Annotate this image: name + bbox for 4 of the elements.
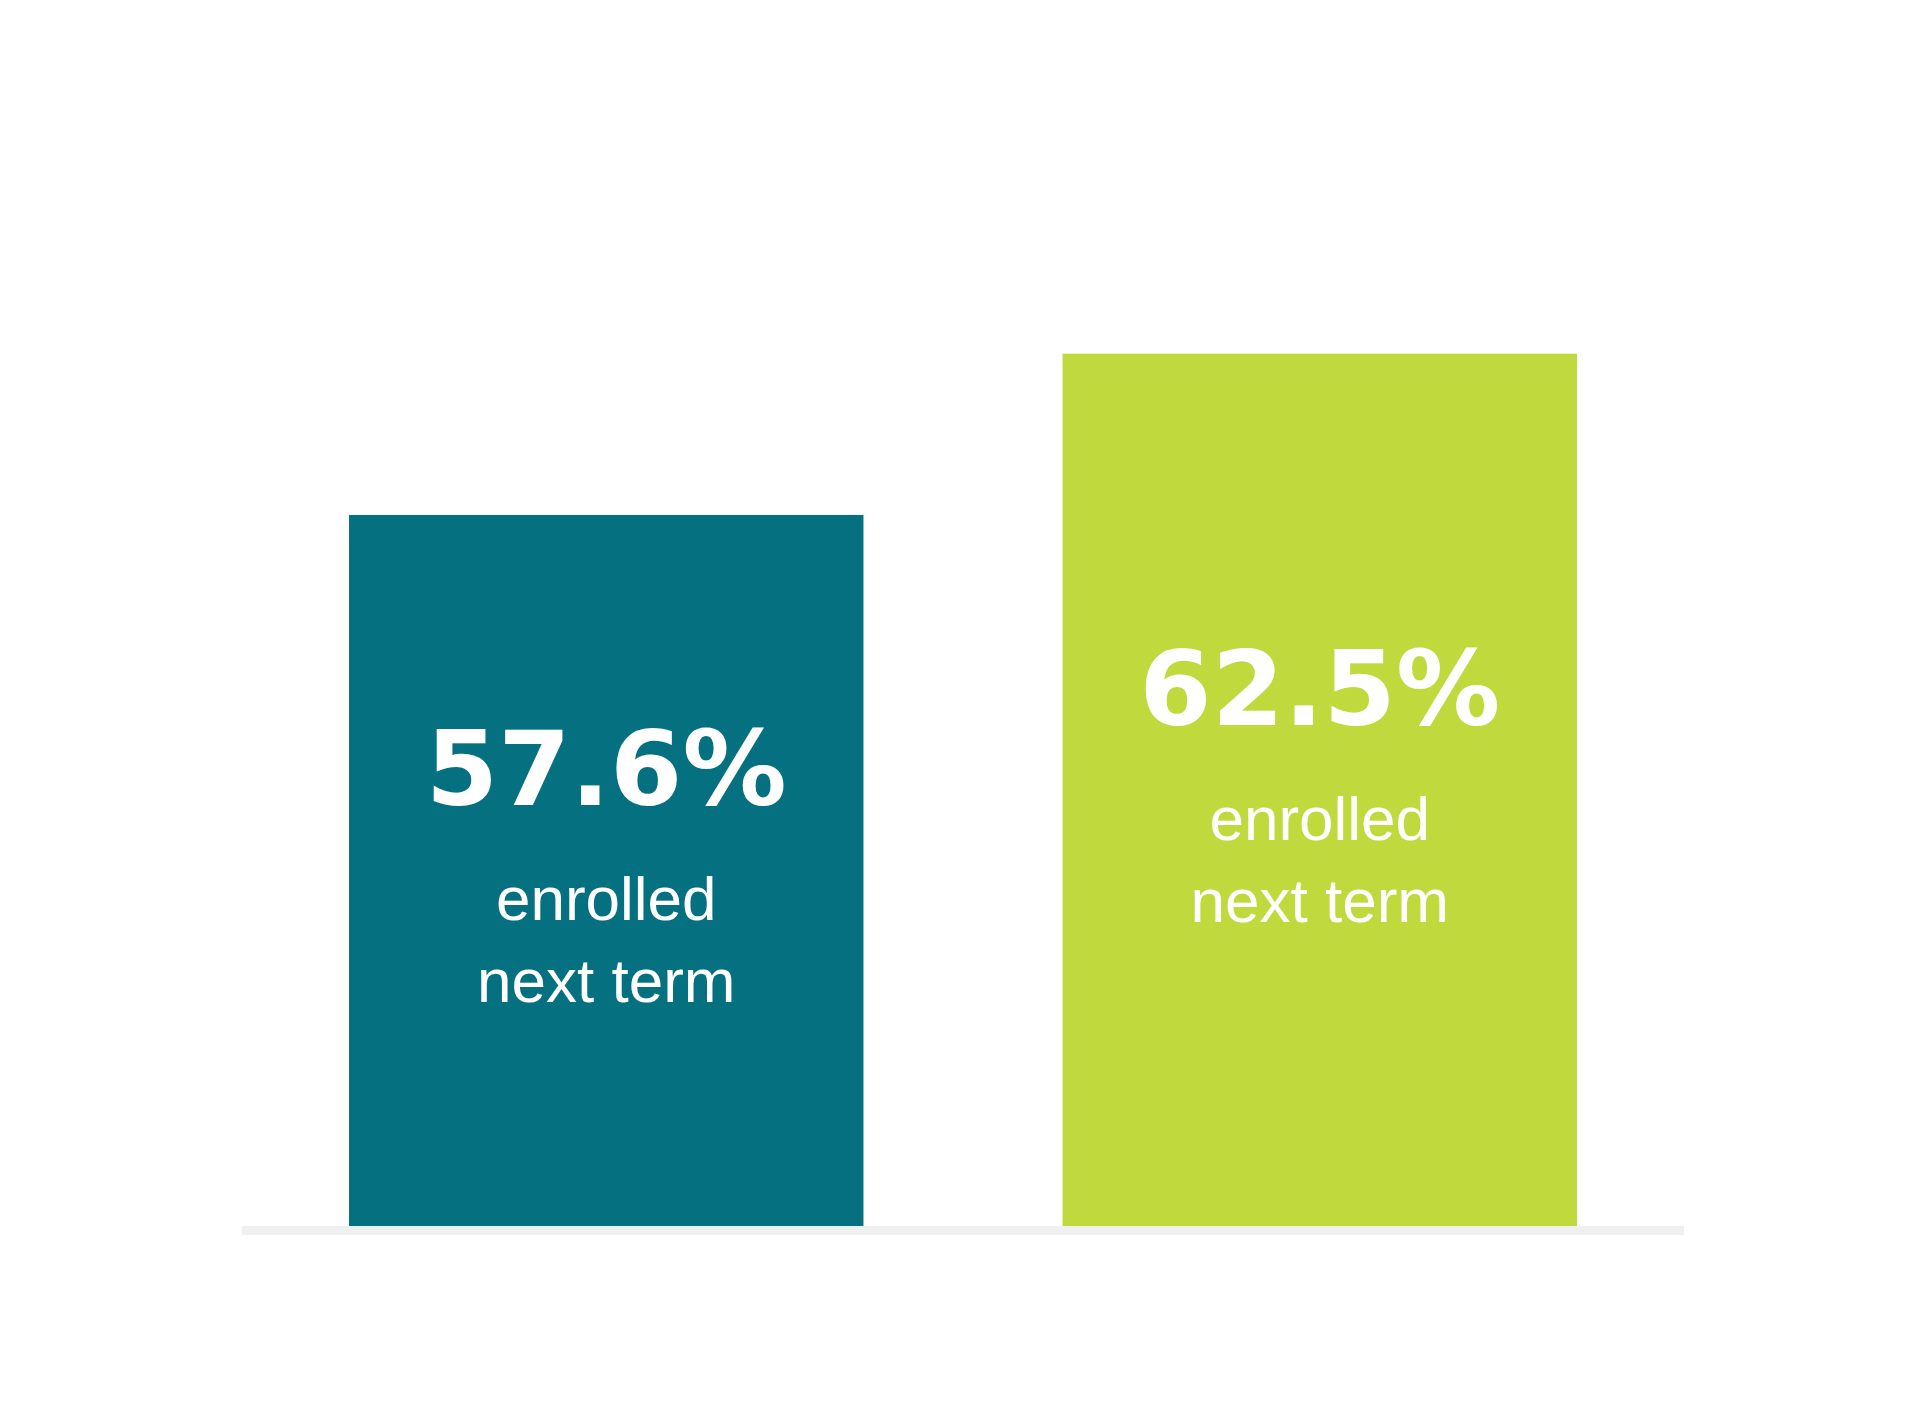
annotation: enrolled next term [1190,783,1449,935]
data-label: 62.5% [1139,627,1501,750]
data-label: 57.6% [425,708,787,831]
annotation: enrolled next term [477,864,736,1016]
